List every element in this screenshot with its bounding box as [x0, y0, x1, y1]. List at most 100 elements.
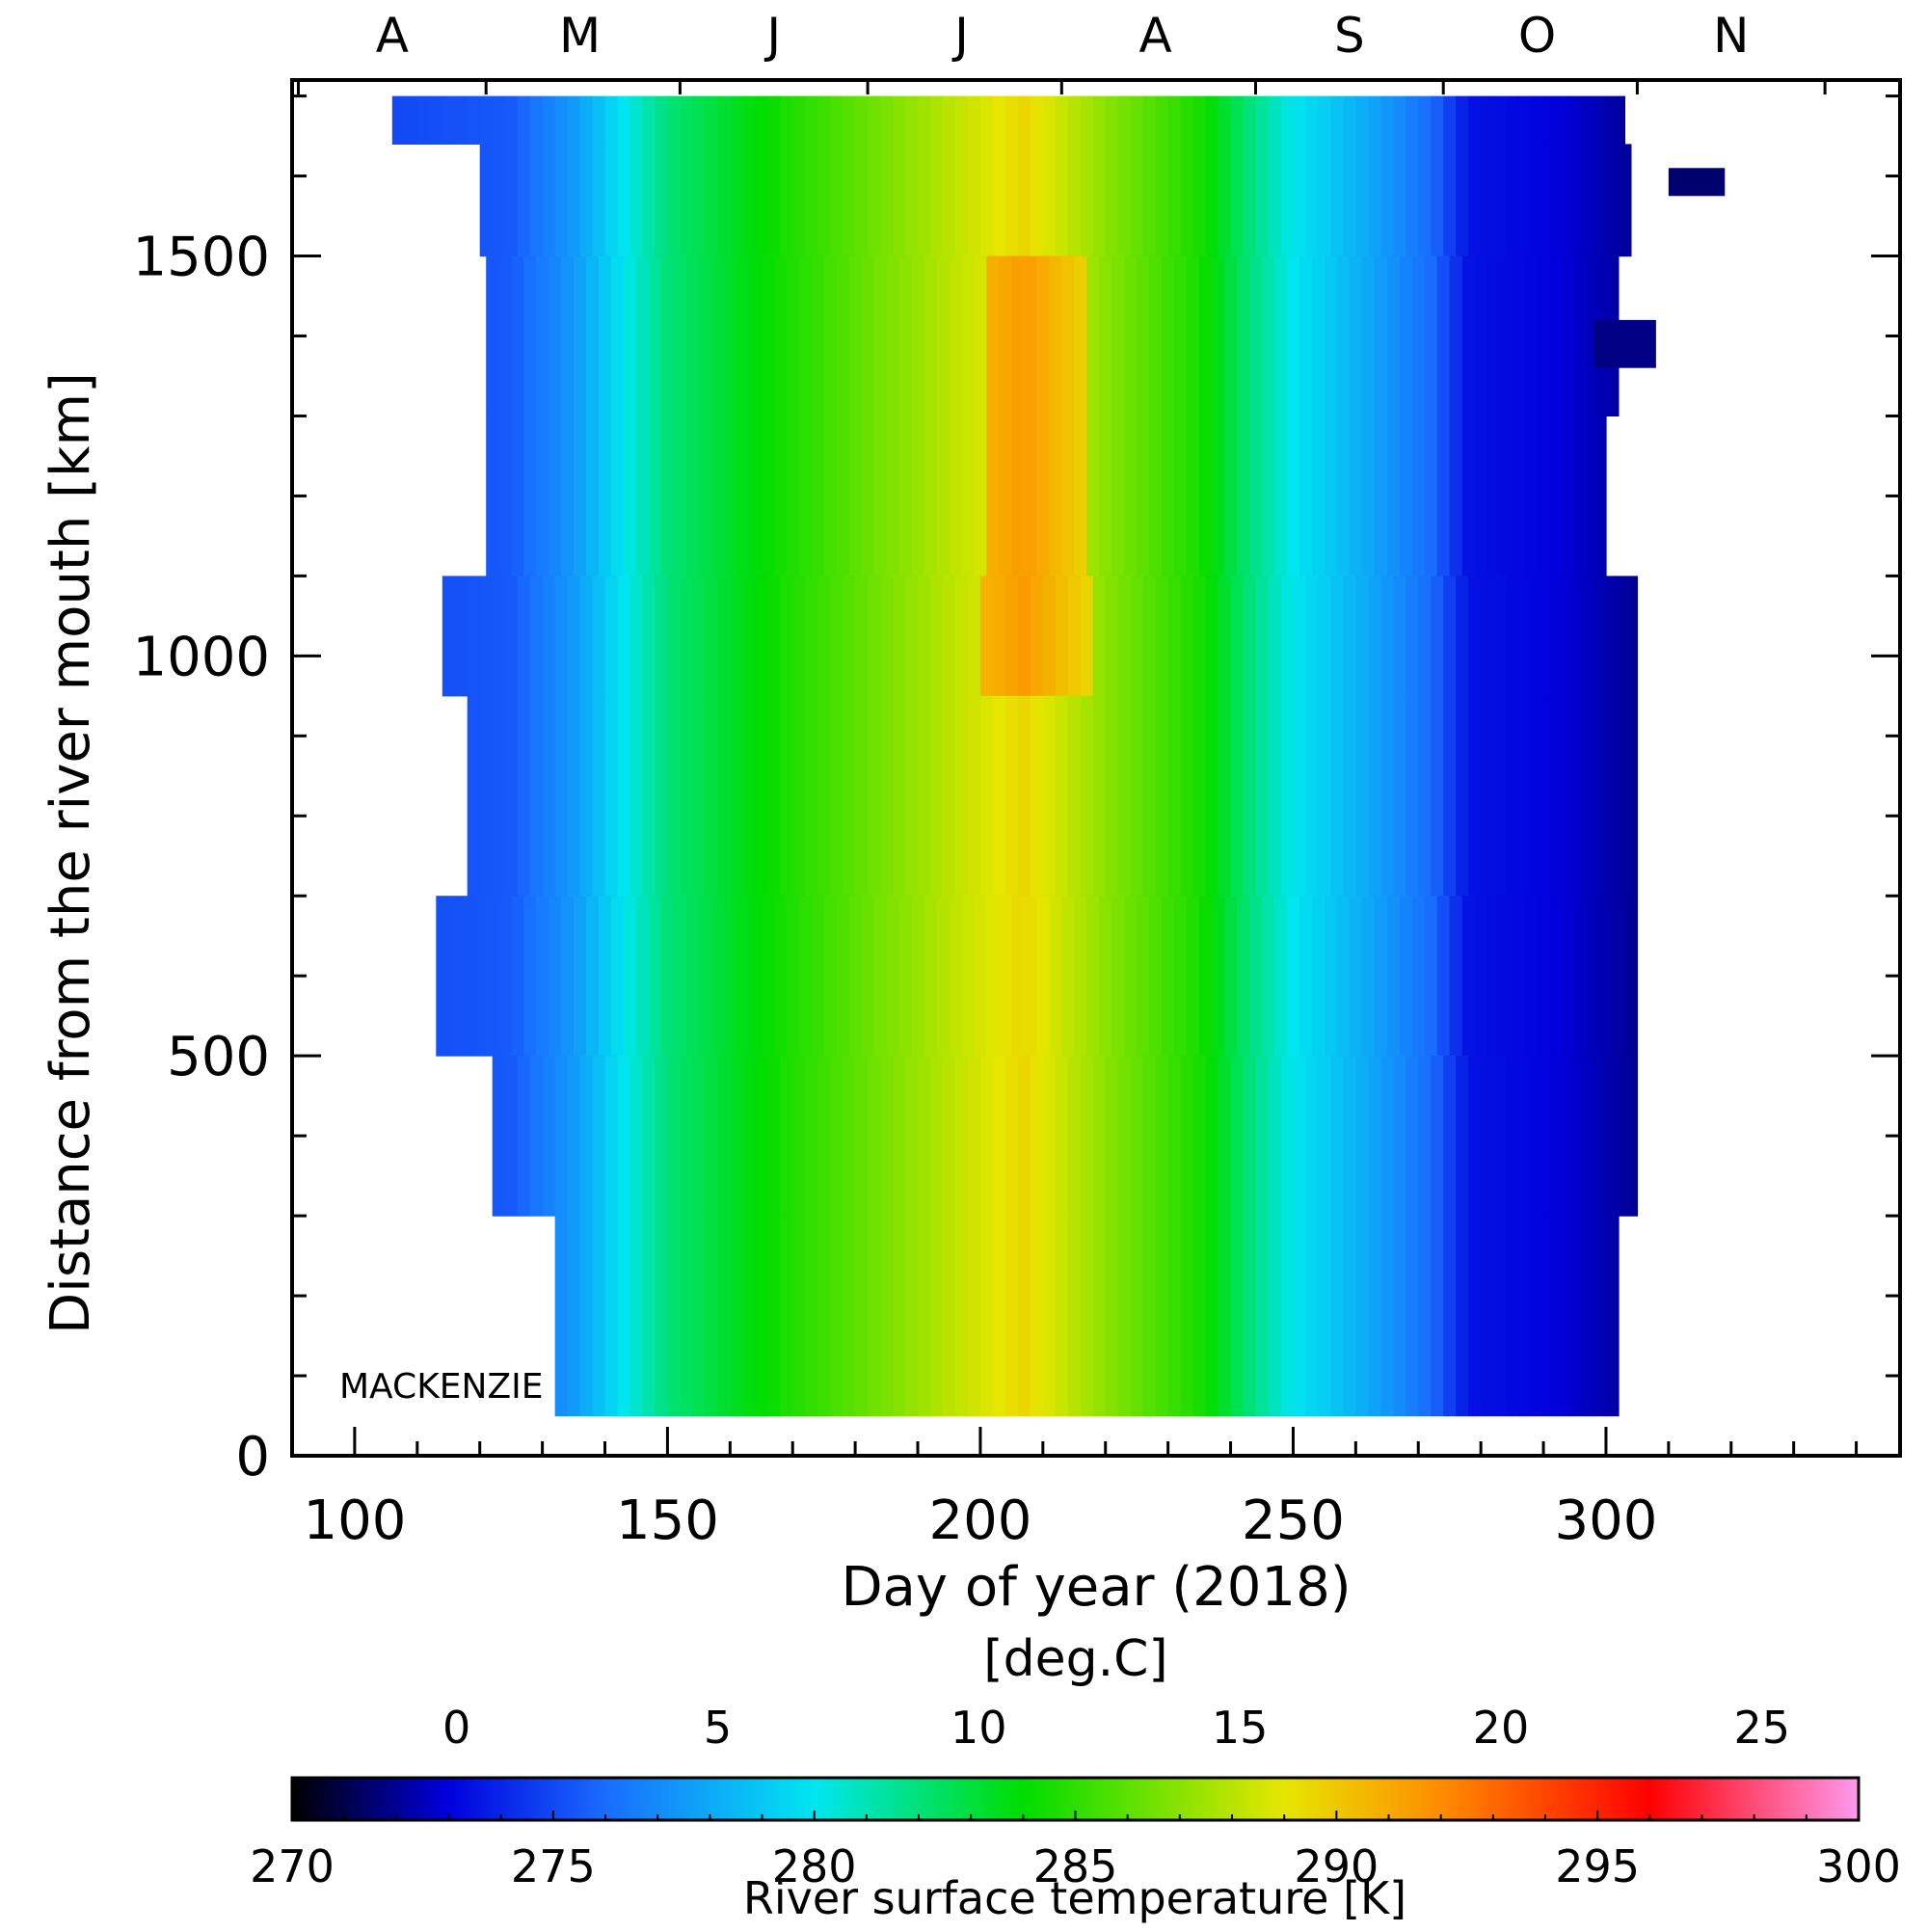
heatmap-cell [1618, 576, 1632, 697]
heatmap-cell [1556, 695, 1569, 897]
heatmap-cell [1506, 1056, 1519, 1217]
heatmap-cell [1030, 1216, 1044, 1417]
heatmap-cell [592, 144, 606, 257]
heatmap-cell [504, 1056, 519, 1217]
heatmap-cell [1218, 1216, 1232, 1417]
heatmap-cell [811, 896, 825, 1057]
heatmap-cell [1311, 896, 1326, 1057]
heatmap-cell [1468, 576, 1482, 697]
heatmap-cell [755, 144, 768, 257]
heatmap-cell [861, 255, 875, 416]
heatmap-cell [1374, 896, 1388, 1057]
heatmap-cell [1411, 416, 1426, 577]
heatmap-cell [599, 255, 612, 416]
heatmap-cell [1042, 1056, 1057, 1217]
heatmap-cell [1004, 144, 1019, 257]
heatmap-cell [673, 896, 687, 1057]
heatmap-cell [567, 695, 581, 897]
heatmap-cell [1330, 695, 1344, 897]
heatmap-cell [436, 896, 449, 1057]
heatmap-cell [943, 576, 956, 697]
heatmap-cell [999, 416, 1012, 577]
heatmap-cell [830, 1216, 844, 1417]
heatmap-cell [748, 896, 763, 1057]
heatmap-cell [1506, 695, 1519, 897]
heatmap-cell [767, 695, 781, 897]
heatmap-cell [667, 1216, 681, 1417]
heatmap-cell [855, 1216, 869, 1417]
heatmap-cell [1443, 95, 1457, 145]
heatmap-cell [1137, 416, 1150, 577]
heatmap-cell [967, 1216, 981, 1417]
heatmap-cell [861, 896, 875, 1057]
heatmap-cell [642, 576, 656, 697]
heatmap-cell [843, 576, 856, 697]
heatmap-cell [680, 1056, 693, 1217]
heatmap-cell [1074, 416, 1087, 577]
heatmap-cell [1486, 896, 1501, 1057]
heatmap-cell [1017, 1216, 1031, 1417]
heatmap-cell [1192, 576, 1207, 697]
heatmap-cell [467, 95, 481, 145]
heatmap-cell [1187, 416, 1200, 577]
heatmap-cell [1499, 416, 1513, 577]
heatmap-cell [1318, 576, 1331, 697]
heatmap-cell [1468, 1216, 1482, 1417]
heatmap-cell [961, 896, 976, 1057]
heatmap-cell [780, 695, 793, 897]
heatmap-cell [880, 576, 894, 697]
heatmap-cell [1624, 896, 1638, 1057]
heatmap-cell [523, 255, 537, 416]
heatmap-cell [492, 95, 506, 145]
heatmap-cell [1606, 695, 1620, 897]
heatmap-cell [1568, 1216, 1582, 1417]
heatmap-cell [1042, 576, 1057, 697]
heatmap-cell [949, 416, 963, 577]
heatmap-cell [742, 1056, 756, 1217]
heatmap-cell [442, 95, 456, 145]
heatmap-cell [1080, 695, 1094, 897]
heatmap-cell [1017, 576, 1031, 697]
heatmap-cell [1030, 576, 1044, 697]
heatmap-cell [905, 144, 919, 257]
heatmap-cell [1255, 695, 1270, 897]
heatmap-cell [1212, 255, 1225, 416]
heatmap-cell [930, 144, 944, 257]
heatmap-cell [624, 255, 637, 416]
y-tick-label: 1000 [132, 626, 270, 688]
heatmap-cell [685, 255, 700, 416]
heatmap-cell [898, 416, 913, 577]
heatmap-cell [898, 255, 913, 416]
heatmap-cell [648, 416, 662, 577]
heatmap-cell [918, 144, 931, 257]
heatmap-cell [1218, 1056, 1232, 1217]
heatmap-cell [554, 95, 569, 145]
heatmap-cell [1461, 896, 1476, 1057]
heatmap-cell [1593, 695, 1607, 897]
heatmap-cell [1499, 255, 1513, 416]
heatmap-cell [1393, 695, 1406, 897]
heatmap-cell [805, 144, 818, 257]
heatmap-cell [1268, 695, 1282, 897]
heatmap-cell [1568, 576, 1582, 697]
heatmap-cell [604, 576, 619, 697]
heatmap-cell [1361, 255, 1376, 416]
colorbar-c-label: 0 [442, 1702, 470, 1754]
heatmap-cell [767, 95, 781, 145]
heatmap-cell [1199, 416, 1213, 577]
heatmap-cell [517, 576, 531, 697]
heatmap-cell [1431, 576, 1444, 697]
heatmap-cell [1449, 416, 1463, 577]
heatmap-cell [1493, 144, 1507, 257]
heatmap-cell [1061, 255, 1075, 416]
heatmap-cell [911, 896, 925, 1057]
heatmap-cell [817, 1216, 831, 1417]
heatmap-cell [805, 695, 818, 897]
heatmap-cell [811, 255, 825, 416]
heatmap-cell [1105, 1056, 1119, 1217]
heatmap-cell [705, 1056, 718, 1217]
heatmap-cell [1330, 1056, 1344, 1217]
heatmap-cell [1581, 695, 1594, 897]
heatmap-cell [1036, 416, 1050, 577]
heatmap-cell [767, 144, 781, 257]
